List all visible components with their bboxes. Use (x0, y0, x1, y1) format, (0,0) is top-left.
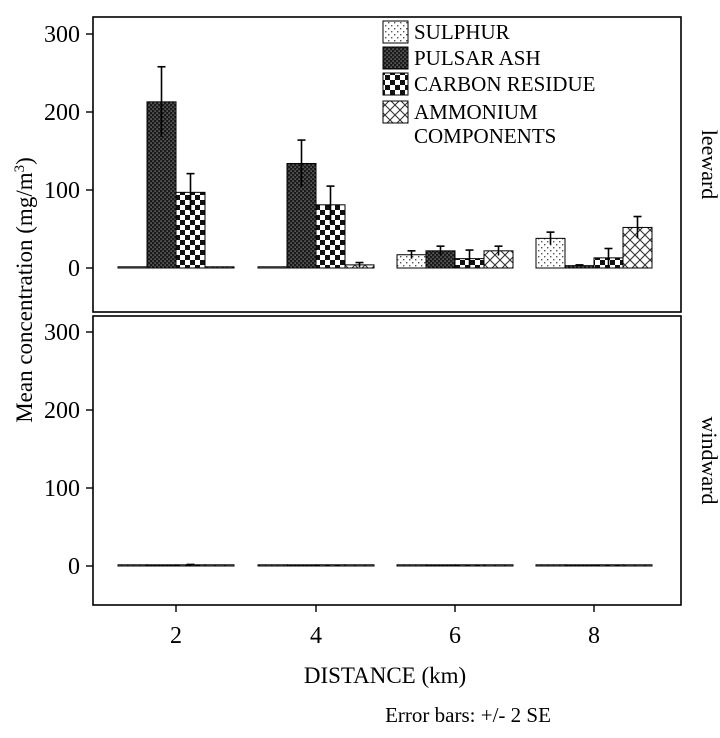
error-bar (186, 563, 195, 566)
error-bar (157, 65, 166, 137)
error-bar (494, 245, 503, 256)
x-tick-label: 6 (449, 623, 461, 649)
y-tick-label: 100 (44, 476, 80, 502)
legend-label: PULSAR ASH (414, 46, 541, 70)
bar-windward-8-s3 (622, 564, 653, 567)
bar-windward-6-s3 (483, 564, 514, 567)
bar-leeward-2-s2 (175, 191, 206, 269)
y-tick-label: 100 (44, 178, 80, 204)
legend-swatch (382, 20, 409, 44)
error-bar (407, 250, 416, 259)
legend-label: COMPONENTS (414, 124, 556, 148)
x-tick-label: 2 (170, 623, 182, 649)
bar-windward-6-s2 (454, 564, 485, 567)
y-axis-label-superscript: 3 (12, 165, 28, 173)
bar-leeward-2-s3 (204, 266, 235, 269)
legend-item: SULPHUR (382, 20, 510, 44)
legend-label: SULPHUR (414, 20, 510, 44)
error-bar (633, 215, 642, 239)
bar-windward-4-s2 (315, 564, 346, 567)
error-bar (575, 264, 584, 267)
bar-windward-2-s3 (204, 564, 235, 567)
legend-swatch (382, 100, 409, 124)
y-ticks-layer: 0 100 200 300 0 100 200 300 (44, 22, 93, 580)
legend-swatch (382, 46, 409, 70)
bar-windward-2-s0 (117, 564, 148, 567)
y-tick-label: 300 (44, 22, 80, 48)
legend-item: PULSAR ASH (382, 46, 541, 70)
bar-windward-8-s1 (564, 564, 595, 567)
facet-label-windward: windward (697, 417, 720, 505)
error-bar (326, 185, 335, 224)
bar-windward-4-s3 (344, 564, 375, 567)
legend-label: AMMONIUM (414, 100, 538, 124)
bar-windward-6-s1 (425, 564, 456, 567)
bar-windward-2-s1 (146, 564, 177, 567)
error-bar (546, 231, 555, 245)
y-tick-label: 200 (44, 398, 80, 424)
y-axis-label-main: Mean concentration (mg/m (12, 172, 37, 422)
error-bar (355, 261, 364, 268)
bar-windward-8-s2 (593, 564, 624, 567)
bar-leeward-2-s0 (117, 266, 148, 269)
y-tick-label: 200 (44, 100, 80, 126)
error-bar-note: Error bars: +/- 2 SE (385, 703, 551, 727)
y-axis-label-close: ) (12, 157, 37, 165)
panel-frame (92, 315, 682, 606)
y-axis-label: Mean concentration (mg/m3) (12, 157, 37, 423)
y-tick-label: 300 (44, 320, 80, 346)
error-bar (604, 247, 613, 268)
y-tick-label: 0 (68, 256, 80, 282)
x-axis-label: DISTANCE (km) (304, 663, 466, 688)
bar-windward-8-s0 (535, 564, 566, 567)
x-ticks-layer: 2 4 6 8 (170, 605, 600, 649)
error-bar (297, 139, 306, 187)
legend-swatch (382, 72, 409, 96)
y-tick-label: 0 (68, 554, 80, 580)
legend-label: CARBON RESIDUE (414, 72, 595, 96)
x-tick-label: 4 (310, 623, 322, 649)
panel-windward: windward (92, 315, 720, 606)
bar-leeward-4-s0 (257, 266, 288, 269)
facet-label-leeward: leeward (697, 130, 720, 200)
error-bar (436, 245, 445, 256)
bar-windward-4-s1 (286, 564, 317, 567)
bar-windward-4-s0 (257, 564, 288, 567)
legend-item: CARBON RESIDUE (382, 72, 595, 96)
bar-windward-6-s0 (396, 564, 427, 567)
error-bar (465, 249, 474, 268)
error-bar (186, 172, 195, 212)
x-tick-label: 8 (588, 623, 600, 649)
